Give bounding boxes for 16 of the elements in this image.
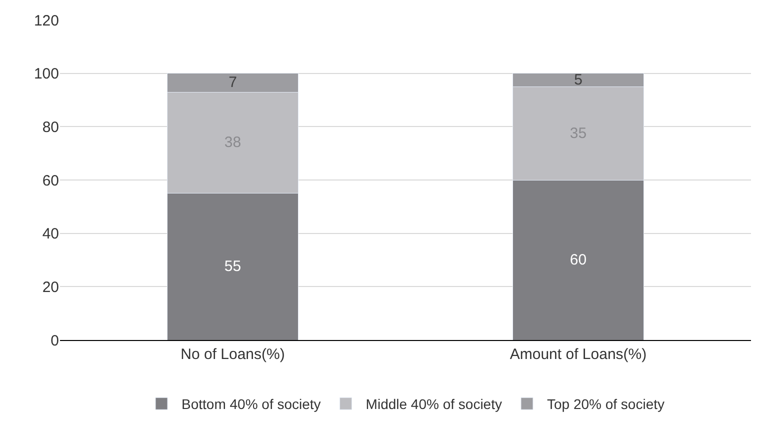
data-label: 5 [574,72,582,88]
y-tick-label: 100 [34,66,59,83]
data-label: 55 [224,258,242,276]
data-label: 60 [570,252,587,268]
y-tick-label: 120 [34,12,59,30]
y-tick-label: 40 [42,226,59,243]
y-tick-label: 60 [42,172,59,190]
legend-label: Bottom 40% of society [182,396,321,412]
x-tick-label: No of Loans(%) [180,346,285,363]
legend-label: Middle 40% of society [366,396,502,412]
x-tick-label: Amount of Loans(%) [510,346,647,363]
data-label: 7 [228,74,237,92]
y-tick-label: 0 [50,332,59,350]
y-tick-label: 80 [42,118,59,136]
legend-label: Top 20% of society [546,396,664,412]
y-tick-label: 20 [42,278,59,296]
